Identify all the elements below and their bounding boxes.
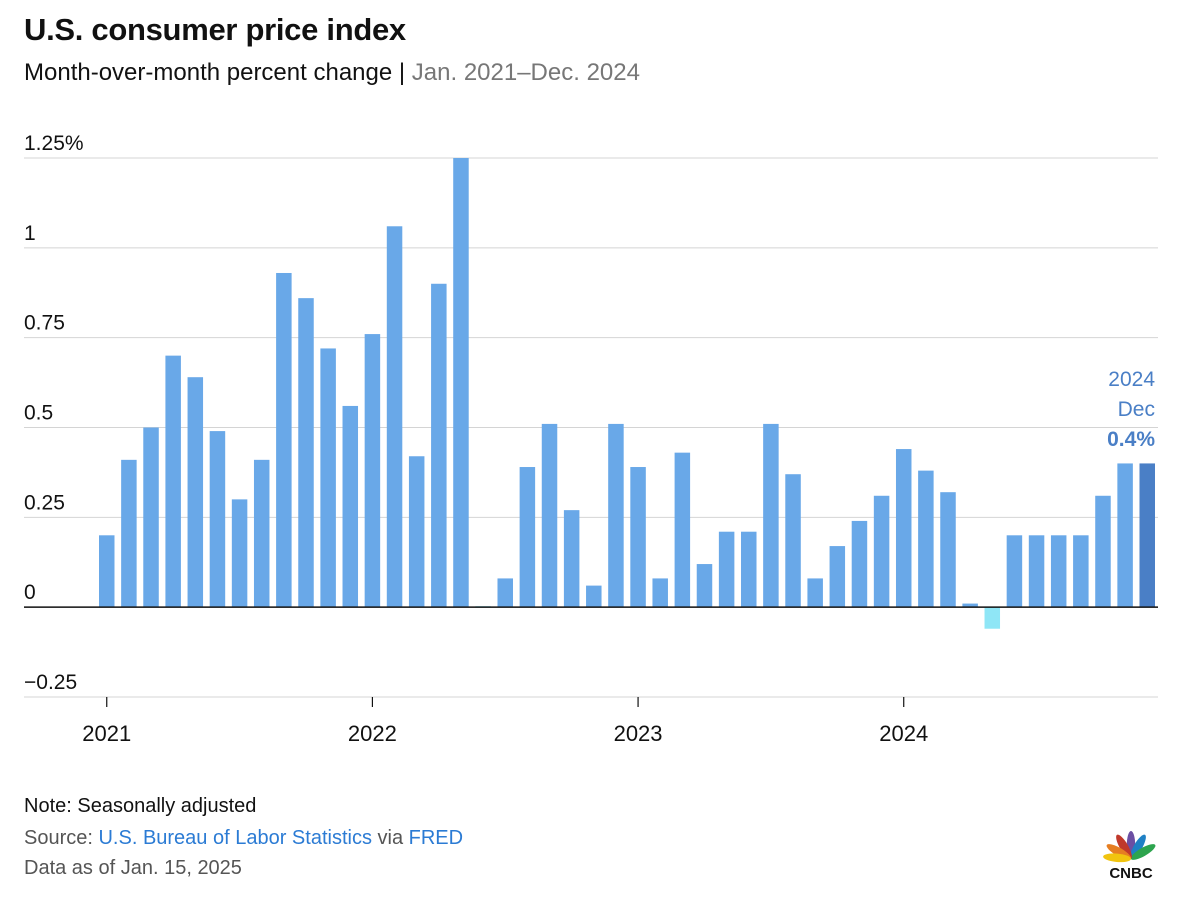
bar bbox=[763, 423, 779, 608]
bar bbox=[918, 470, 934, 608]
y-tick-label: 1 bbox=[24, 222, 36, 245]
source-label: Source: bbox=[24, 827, 99, 849]
annotation-year: 2024 bbox=[1108, 368, 1155, 391]
y-tick-label: 0.25 bbox=[24, 491, 65, 514]
bar bbox=[143, 427, 159, 608]
bar bbox=[342, 405, 359, 608]
bar bbox=[1095, 495, 1111, 608]
annotation-value: 0.4% bbox=[1107, 428, 1155, 451]
bar bbox=[408, 456, 425, 608]
bar bbox=[895, 449, 912, 608]
bar bbox=[807, 578, 823, 608]
x-tick-label: 2024 bbox=[879, 721, 928, 746]
peacock-icon bbox=[1103, 831, 1156, 863]
bar bbox=[320, 348, 336, 608]
bar bbox=[276, 272, 292, 608]
bar bbox=[718, 531, 735, 608]
bar bbox=[1028, 535, 1045, 608]
bar bbox=[1050, 535, 1067, 608]
bar bbox=[298, 298, 314, 608]
source-via: via bbox=[371, 827, 409, 849]
cpi-bar-chart: 1.25% 1 0.75 0.5 0.25 0 −0.25 2021 2022 2023 2024 2… bbox=[24, 132, 1158, 746]
bar bbox=[608, 423, 624, 608]
x-tick-label: 2022 bbox=[348, 721, 397, 746]
bar bbox=[873, 495, 890, 608]
chart-subtitle: Month-over-month percent change | Jan. 2… bbox=[24, 59, 640, 87]
bar bbox=[741, 531, 757, 608]
bar bbox=[1006, 535, 1023, 608]
bar bbox=[364, 334, 381, 608]
bar bbox=[253, 459, 270, 608]
bar bbox=[630, 467, 646, 608]
bar bbox=[121, 459, 137, 608]
bar bbox=[829, 546, 846, 608]
bar bbox=[431, 283, 447, 608]
bar bbox=[1073, 535, 1089, 608]
x-tick-label: 2021 bbox=[82, 721, 131, 746]
subtitle-range: Jan. 2021–Dec. 2024 bbox=[411, 59, 640, 86]
bar bbox=[386, 226, 403, 608]
bar bbox=[674, 452, 691, 608]
bar bbox=[586, 585, 602, 608]
chart-title: U.S. consumer price index bbox=[24, 12, 406, 47]
y-tick-label: 1.25% bbox=[24, 132, 84, 155]
bar bbox=[187, 377, 204, 608]
subtitle-separator: | bbox=[392, 59, 412, 86]
bar bbox=[1117, 463, 1133, 608]
bar bbox=[541, 423, 558, 608]
bar bbox=[962, 603, 978, 608]
bar bbox=[231, 499, 248, 608]
source-line: Source: U.S. Bureau of Labor Statistics … bbox=[24, 827, 463, 850]
x-tick-label: 2023 bbox=[614, 721, 663, 746]
bar bbox=[453, 158, 469, 608]
data-as-of: Data as of Jan. 15, 2025 bbox=[24, 857, 242, 879]
y-tick-label: −0.25 bbox=[24, 671, 77, 694]
bar bbox=[165, 355, 181, 608]
bar bbox=[519, 467, 536, 608]
subtitle-main: Month-over-month percent change bbox=[24, 59, 393, 86]
bar bbox=[940, 492, 956, 608]
bar bbox=[563, 510, 580, 608]
bar bbox=[696, 564, 713, 608]
source-link-bls[interactable]: U.S. Bureau of Labor Statistics bbox=[98, 827, 372, 849]
annotation-month: Dec bbox=[1118, 398, 1155, 421]
logo-text: CNBC bbox=[1109, 865, 1152, 880]
cnbc-logo: CNBC bbox=[1103, 831, 1156, 880]
source-link-fred[interactable]: FRED bbox=[408, 827, 464, 849]
y-tick-label: 0.5 bbox=[24, 402, 53, 425]
bar bbox=[652, 578, 668, 608]
bar bbox=[1139, 463, 1155, 608]
bar bbox=[984, 607, 1001, 629]
bar bbox=[209, 431, 226, 608]
bar bbox=[99, 535, 115, 608]
bar bbox=[851, 520, 868, 608]
bar bbox=[785, 474, 801, 608]
y-tick-label: 0 bbox=[24, 581, 36, 604]
bar bbox=[497, 578, 513, 608]
footnote: Note: Seasonally adjusted bbox=[24, 795, 257, 817]
y-tick-label: 0.75 bbox=[24, 312, 65, 335]
